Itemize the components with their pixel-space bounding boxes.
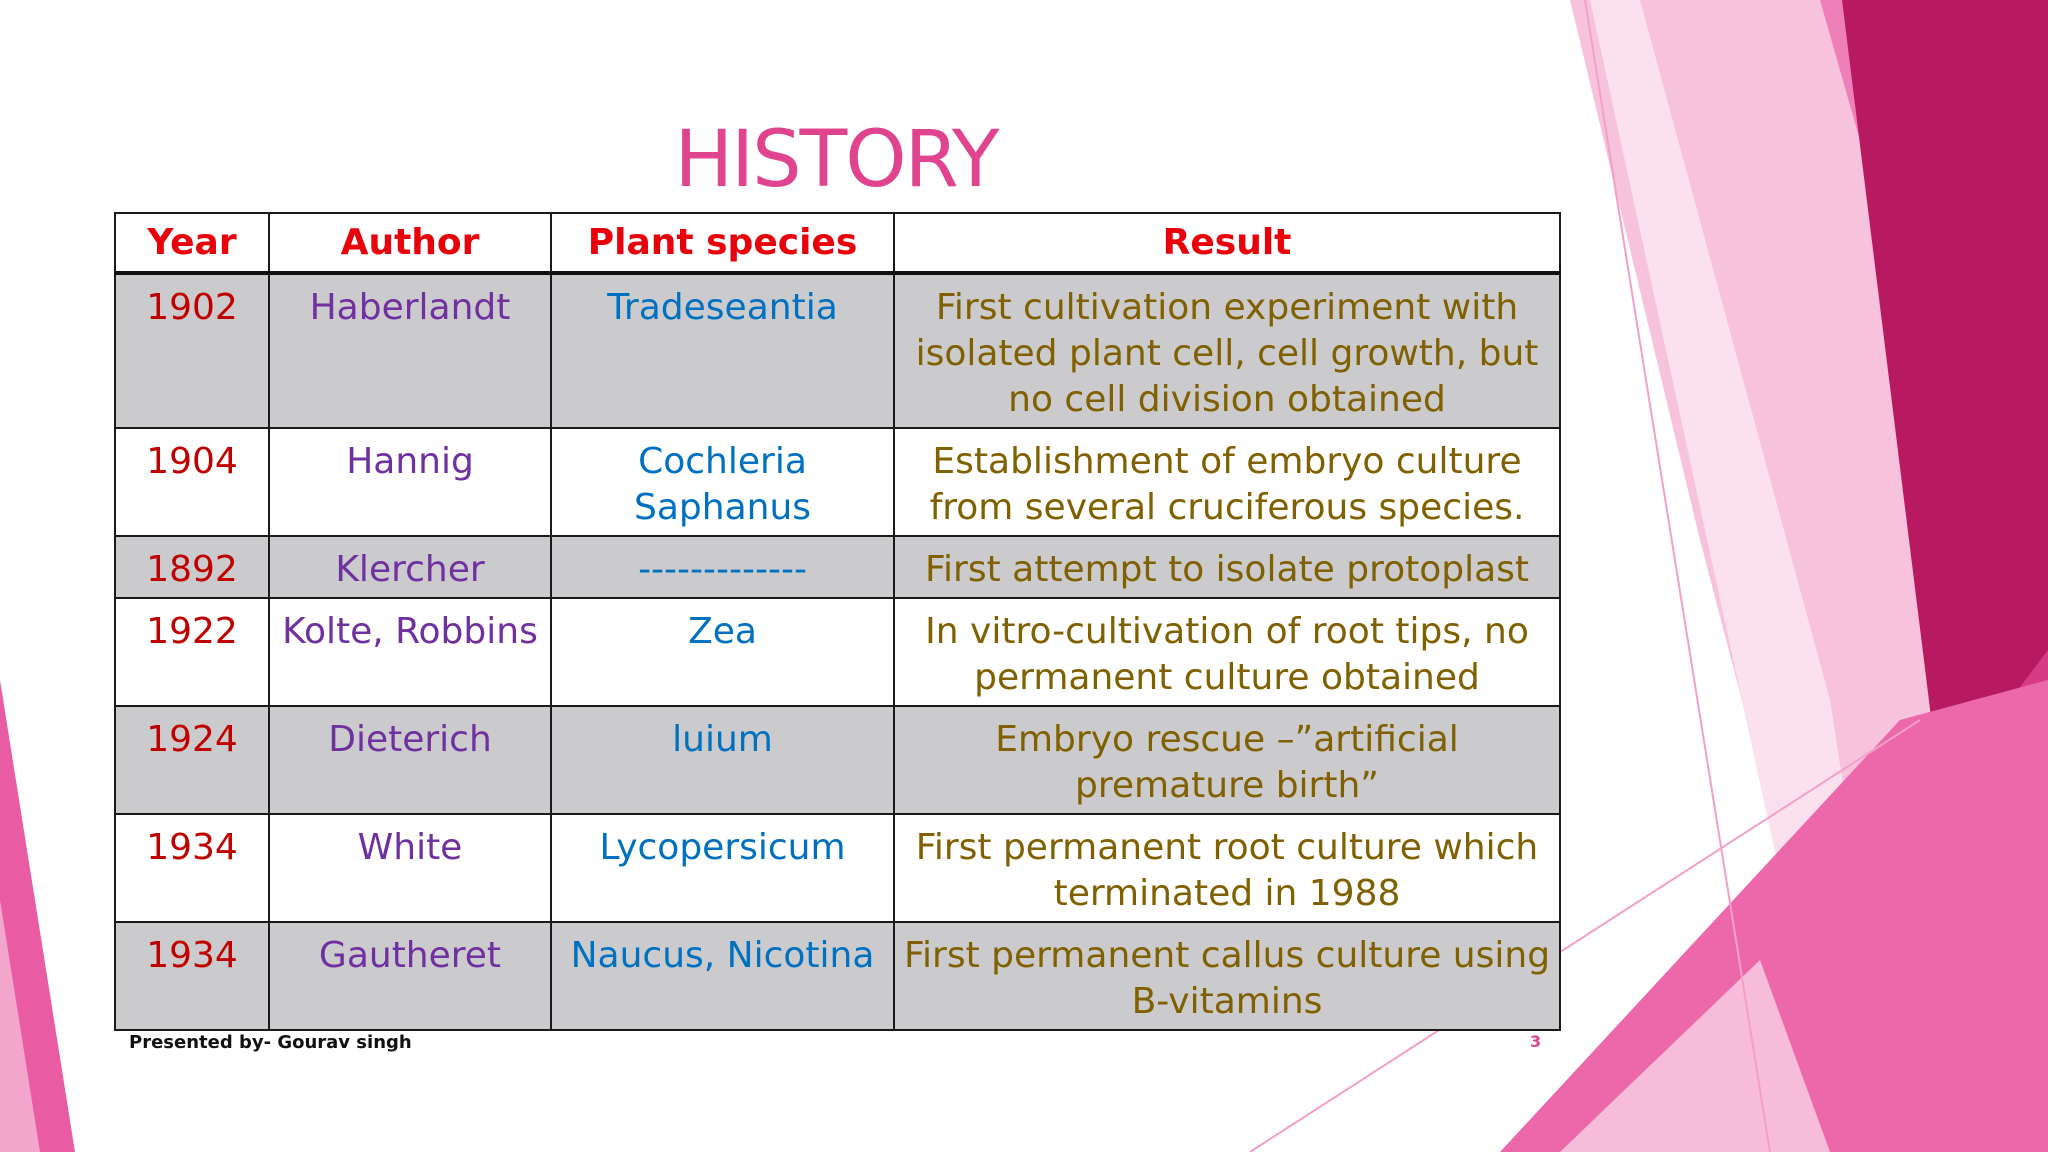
header-year: Year bbox=[114, 212, 270, 275]
thin-line-1 bbox=[1584, 0, 1771, 1152]
table-row: 1902 Haberlandt Tradeseantia First culti… bbox=[114, 272, 1561, 429]
table-row: 1922 Kolte, Robbins Zea In vitro-cultiva… bbox=[114, 597, 1561, 707]
presenter-footer: Presented by- Gourav singh bbox=[129, 1032, 412, 1053]
thin-line-2 bbox=[1249, 719, 1921, 1152]
author-cell: Kolte, Robbins bbox=[268, 597, 552, 707]
species-cell: Zea bbox=[550, 597, 895, 707]
year-cell: 1904 bbox=[114, 427, 270, 537]
author-cell: White bbox=[268, 813, 552, 923]
page-number: 3 bbox=[1530, 1032, 1542, 1051]
result-cell: First cultivation experiment with isolat… bbox=[893, 272, 1561, 429]
species-cell: Naucus, Nicotina bbox=[550, 921, 895, 1031]
year-cell: 1902 bbox=[114, 272, 270, 429]
species-cell: Lycopersicum bbox=[550, 813, 895, 923]
left-light-shape bbox=[0, 900, 40, 1152]
author-cell: Gautheret bbox=[268, 921, 552, 1031]
table-row: 1924 Dieterich luium Embryo rescue –”art… bbox=[114, 705, 1561, 815]
table-row: 1934 Gautheret Naucus, Nicotina First pe… bbox=[114, 921, 1561, 1031]
table-row: 1892 Klercher ------------- First attemp… bbox=[114, 535, 1561, 599]
author-cell: Dieterich bbox=[268, 705, 552, 815]
year-cell: 1934 bbox=[114, 813, 270, 923]
species-cell: Tradeseantia bbox=[550, 272, 895, 429]
species-cell: Cochleria Saphanus bbox=[550, 427, 895, 537]
author-cell: Haberlandt bbox=[268, 272, 552, 429]
header-author: Author bbox=[268, 212, 552, 275]
header-result: Result bbox=[893, 212, 1561, 275]
year-cell: 1892 bbox=[114, 535, 270, 599]
header-plant-species: Plant species bbox=[550, 212, 895, 275]
result-cell: First permanent root culture which termi… bbox=[893, 813, 1561, 923]
year-cell: 1922 bbox=[114, 597, 270, 707]
species-cell: luium bbox=[550, 705, 895, 815]
author-cell: Hannig bbox=[268, 427, 552, 537]
bottom-pink-shape bbox=[1500, 680, 2048, 1152]
result-cell: First attempt to isolate protoplast bbox=[893, 535, 1561, 599]
result-cell: First permanent callus culture using B-v… bbox=[893, 921, 1561, 1031]
table-row: 1904 Hannig Cochleria Saphanus Establish… bbox=[114, 427, 1561, 537]
year-cell: 1934 bbox=[114, 921, 270, 1031]
result-cell: Embryo rescue –”artificial premature bir… bbox=[893, 705, 1561, 815]
result-cell: In vitro-cultivation of root tips, no pe… bbox=[893, 597, 1561, 707]
species-cell: ------------- bbox=[550, 535, 895, 599]
year-cell: 1924 bbox=[114, 705, 270, 815]
table-row: 1934 White Lycopersicum First permanent … bbox=[114, 813, 1561, 923]
result-cell: Establishment of embryo culture from sev… bbox=[893, 427, 1561, 537]
author-cell: Klercher bbox=[268, 535, 552, 599]
table-header-row: Year Author Plant species Result bbox=[114, 212, 1561, 275]
slide-title: HISTORY bbox=[674, 115, 999, 205]
history-table: Year Author Plant species Result 1902 Ha… bbox=[114, 212, 1561, 1031]
